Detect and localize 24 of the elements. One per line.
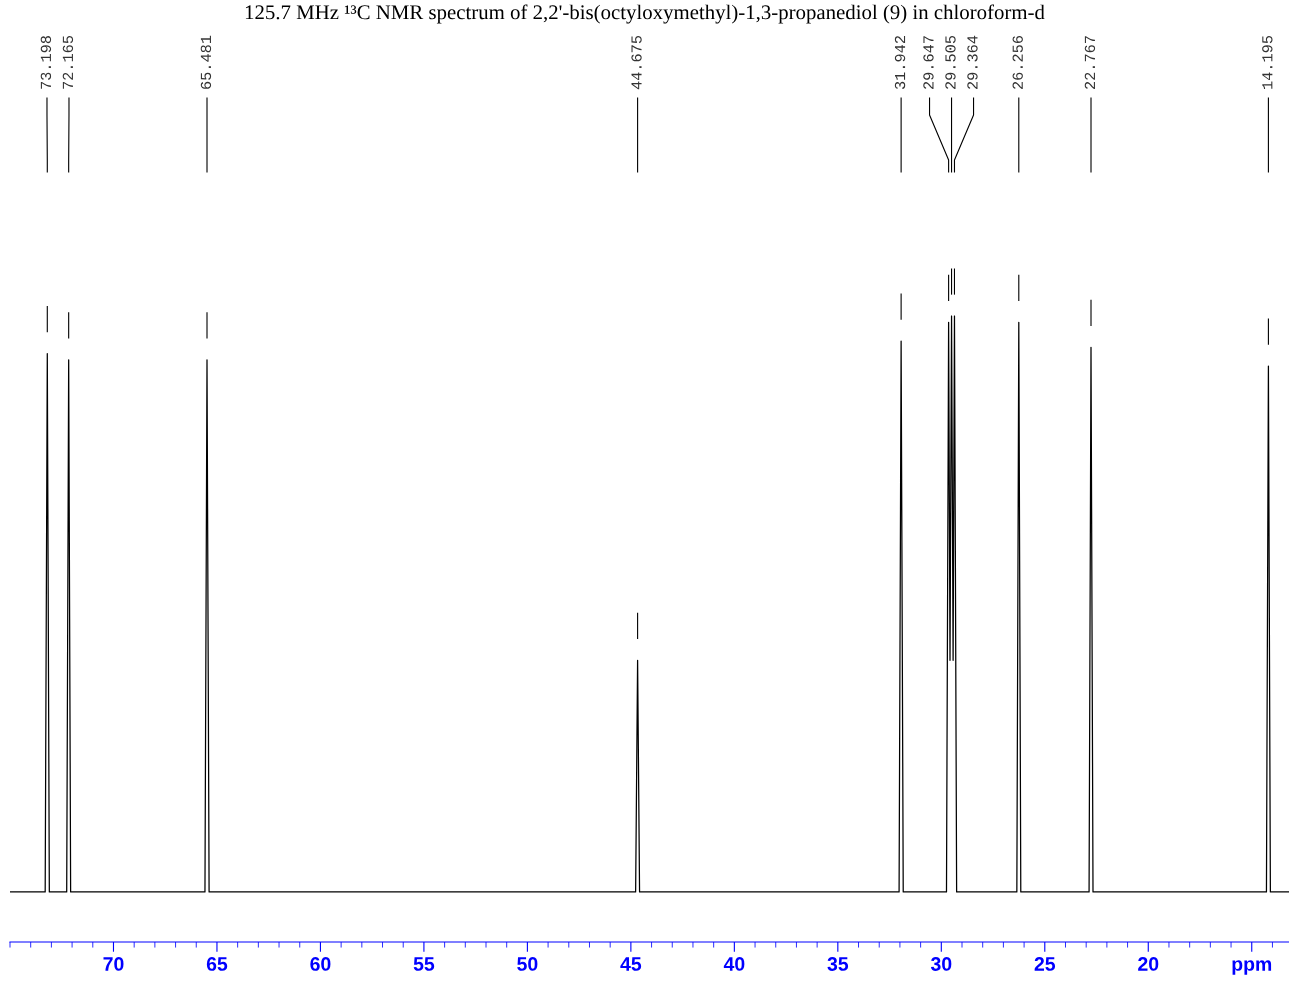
x-tick-label: ppm bbox=[1232, 960, 1272, 975]
x-tick-label: 65 bbox=[206, 957, 228, 971]
text: 29.647 bbox=[923, 36, 934, 89]
text: 26.256 bbox=[1012, 35, 1023, 89]
x-tick-label: 50 bbox=[517, 957, 538, 971]
x-tick-label: 35 bbox=[827, 957, 849, 971]
x-tick-label: 60 bbox=[310, 957, 331, 971]
text: 22.767 bbox=[1084, 36, 1096, 89]
x-tick-label: 70 bbox=[103, 957, 124, 971]
text: 14.195 bbox=[1262, 35, 1273, 89]
x-tick-label: 40 bbox=[723, 957, 745, 971]
x-tick-label: 30 bbox=[930, 957, 952, 971]
text: 29.505 bbox=[945, 35, 956, 89]
chart-title: 125.7 MHz ¹³C NMR spectrum of 2,2'-bis(octyloxymethyl)-1,3-propanediol (9) in chloroform-d bbox=[245, 4, 1045, 24]
x-tick-label: 20 bbox=[1138, 957, 1159, 971]
x-tick-label: 45 bbox=[620, 957, 642, 971]
text: 44.675 bbox=[631, 35, 642, 90]
text: 72.165 bbox=[62, 35, 74, 89]
text: 73.198 bbox=[40, 36, 52, 89]
x-tick-label: 25 bbox=[1034, 957, 1056, 971]
text: 65.481 bbox=[200, 35, 212, 89]
text: 29.364 bbox=[967, 35, 978, 89]
text: 31.942 bbox=[894, 36, 906, 90]
x-tick-label: 55 bbox=[413, 957, 435, 971]
